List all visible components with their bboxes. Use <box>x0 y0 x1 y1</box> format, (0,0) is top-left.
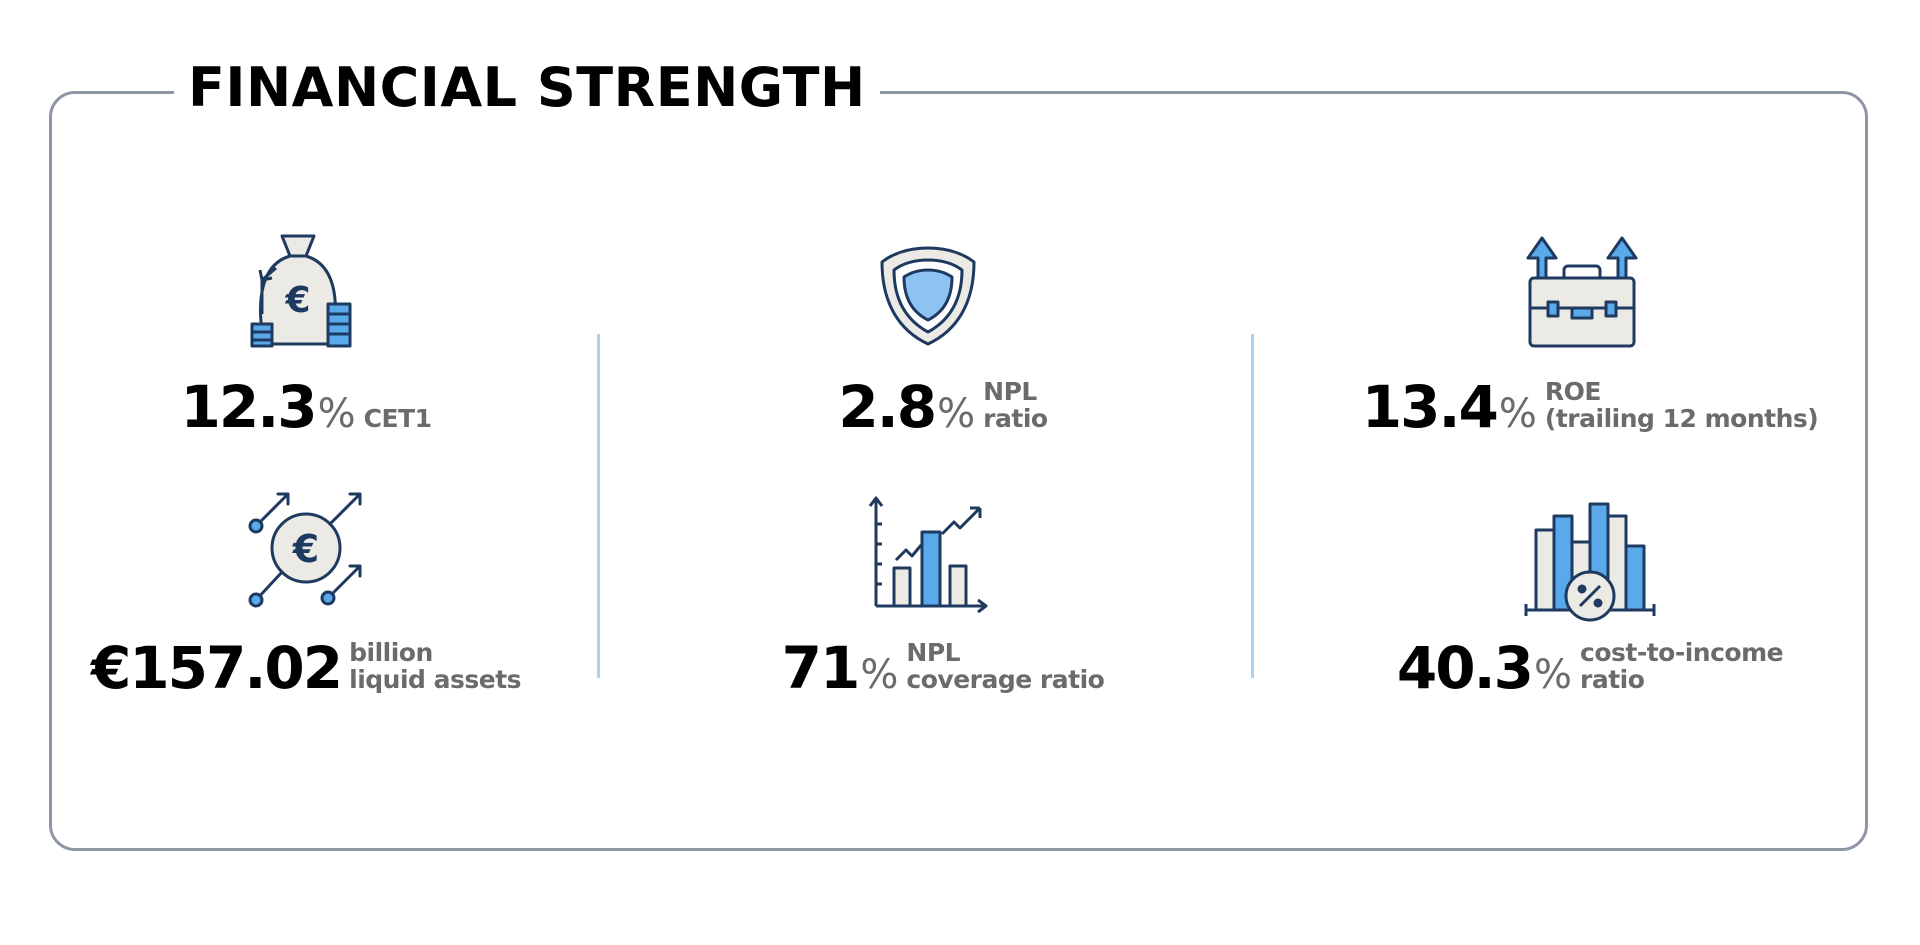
svg-text:€: € <box>292 527 319 571</box>
metric-value: 2.8 <box>838 373 937 441</box>
frame <box>49 91 1868 851</box>
metric: 40.3% cost-to-income ratio <box>1396 634 1784 702</box>
icon-briefcase <box>1526 236 1638 348</box>
label-line: billion <box>349 638 433 667</box>
metric-value: 12.3 <box>180 373 318 441</box>
metric-label: cost-to-income ratio <box>1580 638 1784 694</box>
metric-value: €157.02 <box>90 634 343 702</box>
label-line: coverage ratio <box>906 665 1105 694</box>
label-line: liquid assets <box>349 665 522 694</box>
metric-label: NPL coverage ratio <box>906 639 1104 693</box>
label-line: NPL <box>906 638 961 667</box>
divider <box>597 334 600 678</box>
metric: 2.8% NPL ratio <box>838 373 1048 441</box>
label-line: (trailing 12 months) <box>1544 404 1819 433</box>
metric-unit: % <box>1498 391 1537 437</box>
metric-value: 71 <box>781 634 861 702</box>
icon-money-bag: € <box>250 234 352 348</box>
metric-label: ROE (trailing 12 months) <box>1544 377 1819 433</box>
metric-value: 40.3 <box>1396 634 1534 702</box>
divider <box>1251 334 1254 678</box>
icon-shield <box>880 246 976 346</box>
icon-euro-network: € <box>248 492 362 608</box>
label-line: ratio <box>983 404 1048 433</box>
label-line: cost-to-income <box>1580 638 1784 667</box>
title: FINANCIAL STRENGTH <box>174 56 880 119</box>
metric-label: billion liquid assets <box>349 639 521 693</box>
metric: 71% NPL coverage ratio <box>782 639 1105 697</box>
metric: 13.4% ROE (trailing 12 months) <box>1361 373 1819 441</box>
metric: 12.3% CET1 <box>181 378 432 436</box>
metric: €157.02 billion liquid assets <box>90 634 522 702</box>
svg-text:€: € <box>284 280 310 321</box>
label-line: ratio <box>1580 665 1645 694</box>
label-line: CET1 <box>363 404 432 433</box>
metric-unit: % <box>937 391 976 437</box>
metric-label: NPL ratio <box>983 377 1048 433</box>
metric-unit: % <box>317 391 356 437</box>
label-line: NPL <box>983 377 1037 406</box>
icon-trend-chart <box>868 496 988 614</box>
metric-value: 13.4 <box>1361 373 1499 441</box>
metric-unit: % <box>1534 652 1573 698</box>
label-line: ROE <box>1544 377 1602 406</box>
metric-unit: % <box>860 652 899 698</box>
icon-percent-bars <box>1524 502 1656 622</box>
metric-label: CET1 <box>364 405 432 432</box>
